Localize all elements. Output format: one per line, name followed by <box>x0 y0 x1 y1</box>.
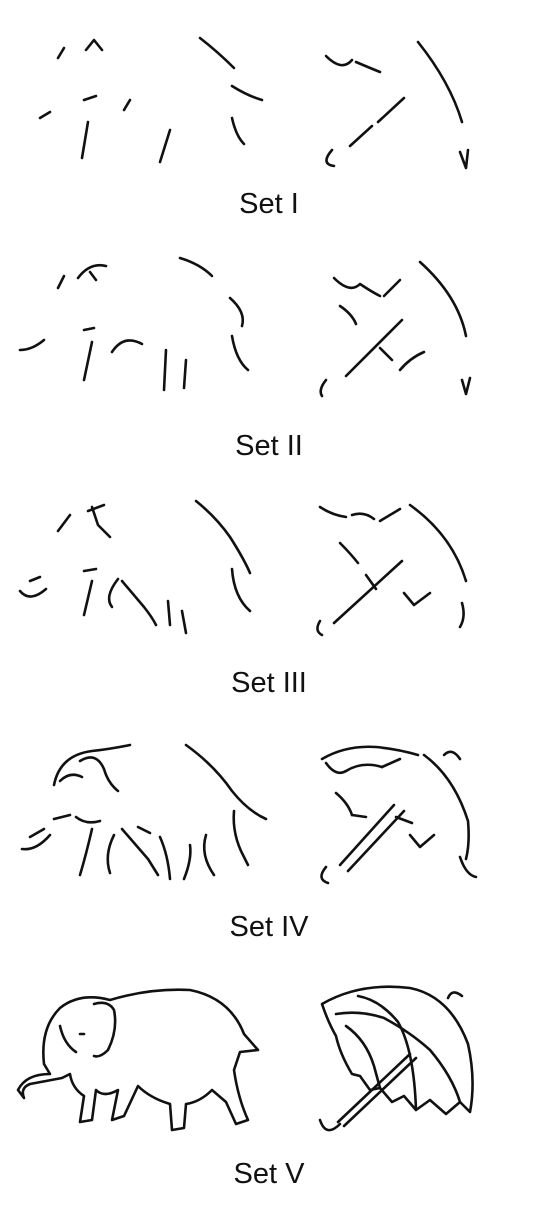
set-1-label: Set I <box>239 188 299 220</box>
set-3-drawings <box>18 499 468 637</box>
set-5-drawings <box>16 985 474 1132</box>
set-1-drawings <box>38 36 470 170</box>
stage-set-3: Set III <box>0 485 538 725</box>
set-5-umbrella-complete <box>318 985 474 1132</box>
set-3-umbrella-fragments <box>316 503 468 637</box>
set-4-umbrella-fragments <box>320 745 478 885</box>
stage-set-1: Set I <box>0 0 538 240</box>
set-2-umbrella-fragments <box>319 260 472 398</box>
set-2-label: Set II <box>235 430 303 462</box>
set-5-elephant-complete <box>16 988 260 1132</box>
set-4-elephant-fragments <box>20 743 268 881</box>
set-4-label: Set IV <box>229 911 309 943</box>
set-3-elephant-fragments <box>18 499 252 635</box>
set-2-drawings <box>18 256 472 398</box>
set-2-elephant-fragments <box>18 256 250 392</box>
set-4-drawings <box>20 743 478 885</box>
set-1-umbrella-fragments <box>324 40 470 170</box>
stage-set-2: Set II <box>0 240 538 485</box>
stage-set-5: Set V <box>0 970 538 1210</box>
set-3-label: Set III <box>231 667 307 699</box>
stage-set-4: Set IV <box>0 725 538 970</box>
set-1-elephant-fragments <box>38 36 264 164</box>
set-5-label: Set V <box>233 1158 305 1190</box>
